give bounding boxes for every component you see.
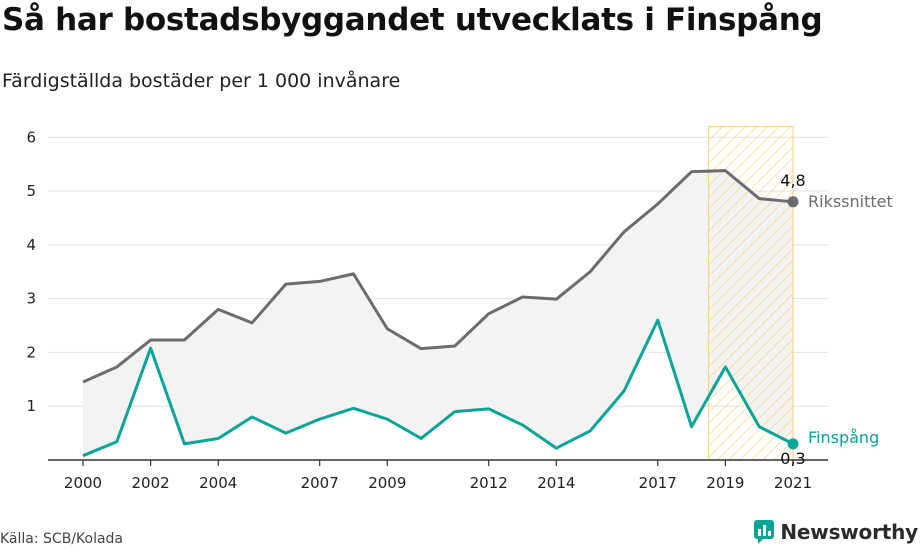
y-tick-label: 6: [26, 128, 36, 146]
x-tick-label: 2012: [470, 474, 508, 492]
brand-name: Newsworthy: [780, 520, 918, 544]
gap-area: [83, 170, 793, 456]
x-tick-label: 2009: [368, 474, 406, 492]
series-end-marker: [787, 438, 799, 450]
x-tick-label: 2021: [774, 474, 812, 492]
series-name-label: Rikssnittet: [808, 192, 893, 211]
series-value-label: 0,3: [780, 449, 805, 468]
newsworthy-icon: [754, 520, 775, 544]
brand-logo[interactable]: Newsworthy: [753, 519, 918, 545]
series-end-marker: [787, 196, 799, 208]
series-value-label: 4,8: [780, 171, 805, 190]
source-note: Källa: SCB/Kolada: [0, 531, 124, 547]
x-tick-label: 2002: [132, 474, 170, 492]
y-tick-label: 3: [26, 290, 36, 308]
x-tick-label: 2017: [639, 474, 677, 492]
series-line-0: [82, 169, 794, 384]
chart-title: Så har bostadsbyggandet utvecklats i Fin…: [2, 2, 823, 38]
y-tick-label: 4: [26, 236, 36, 254]
x-tick-label: 2007: [301, 474, 339, 492]
chart-subtitle: Färdigställda bostäder per 1 000 invånar…: [2, 70, 401, 92]
y-tick-label: 1: [26, 397, 36, 415]
series-line-1: [82, 318, 794, 458]
x-tick-label: 2019: [706, 474, 744, 492]
y-tick-label: 2: [26, 343, 36, 361]
x-tick-label: 2014: [537, 474, 575, 492]
series-name-label: Finspång: [808, 428, 879, 447]
x-tick-label: 2000: [64, 474, 102, 492]
highlight-period: [707, 125, 794, 461]
x-tick-label: 2004: [199, 474, 237, 492]
y-tick-label: 5: [26, 182, 36, 200]
